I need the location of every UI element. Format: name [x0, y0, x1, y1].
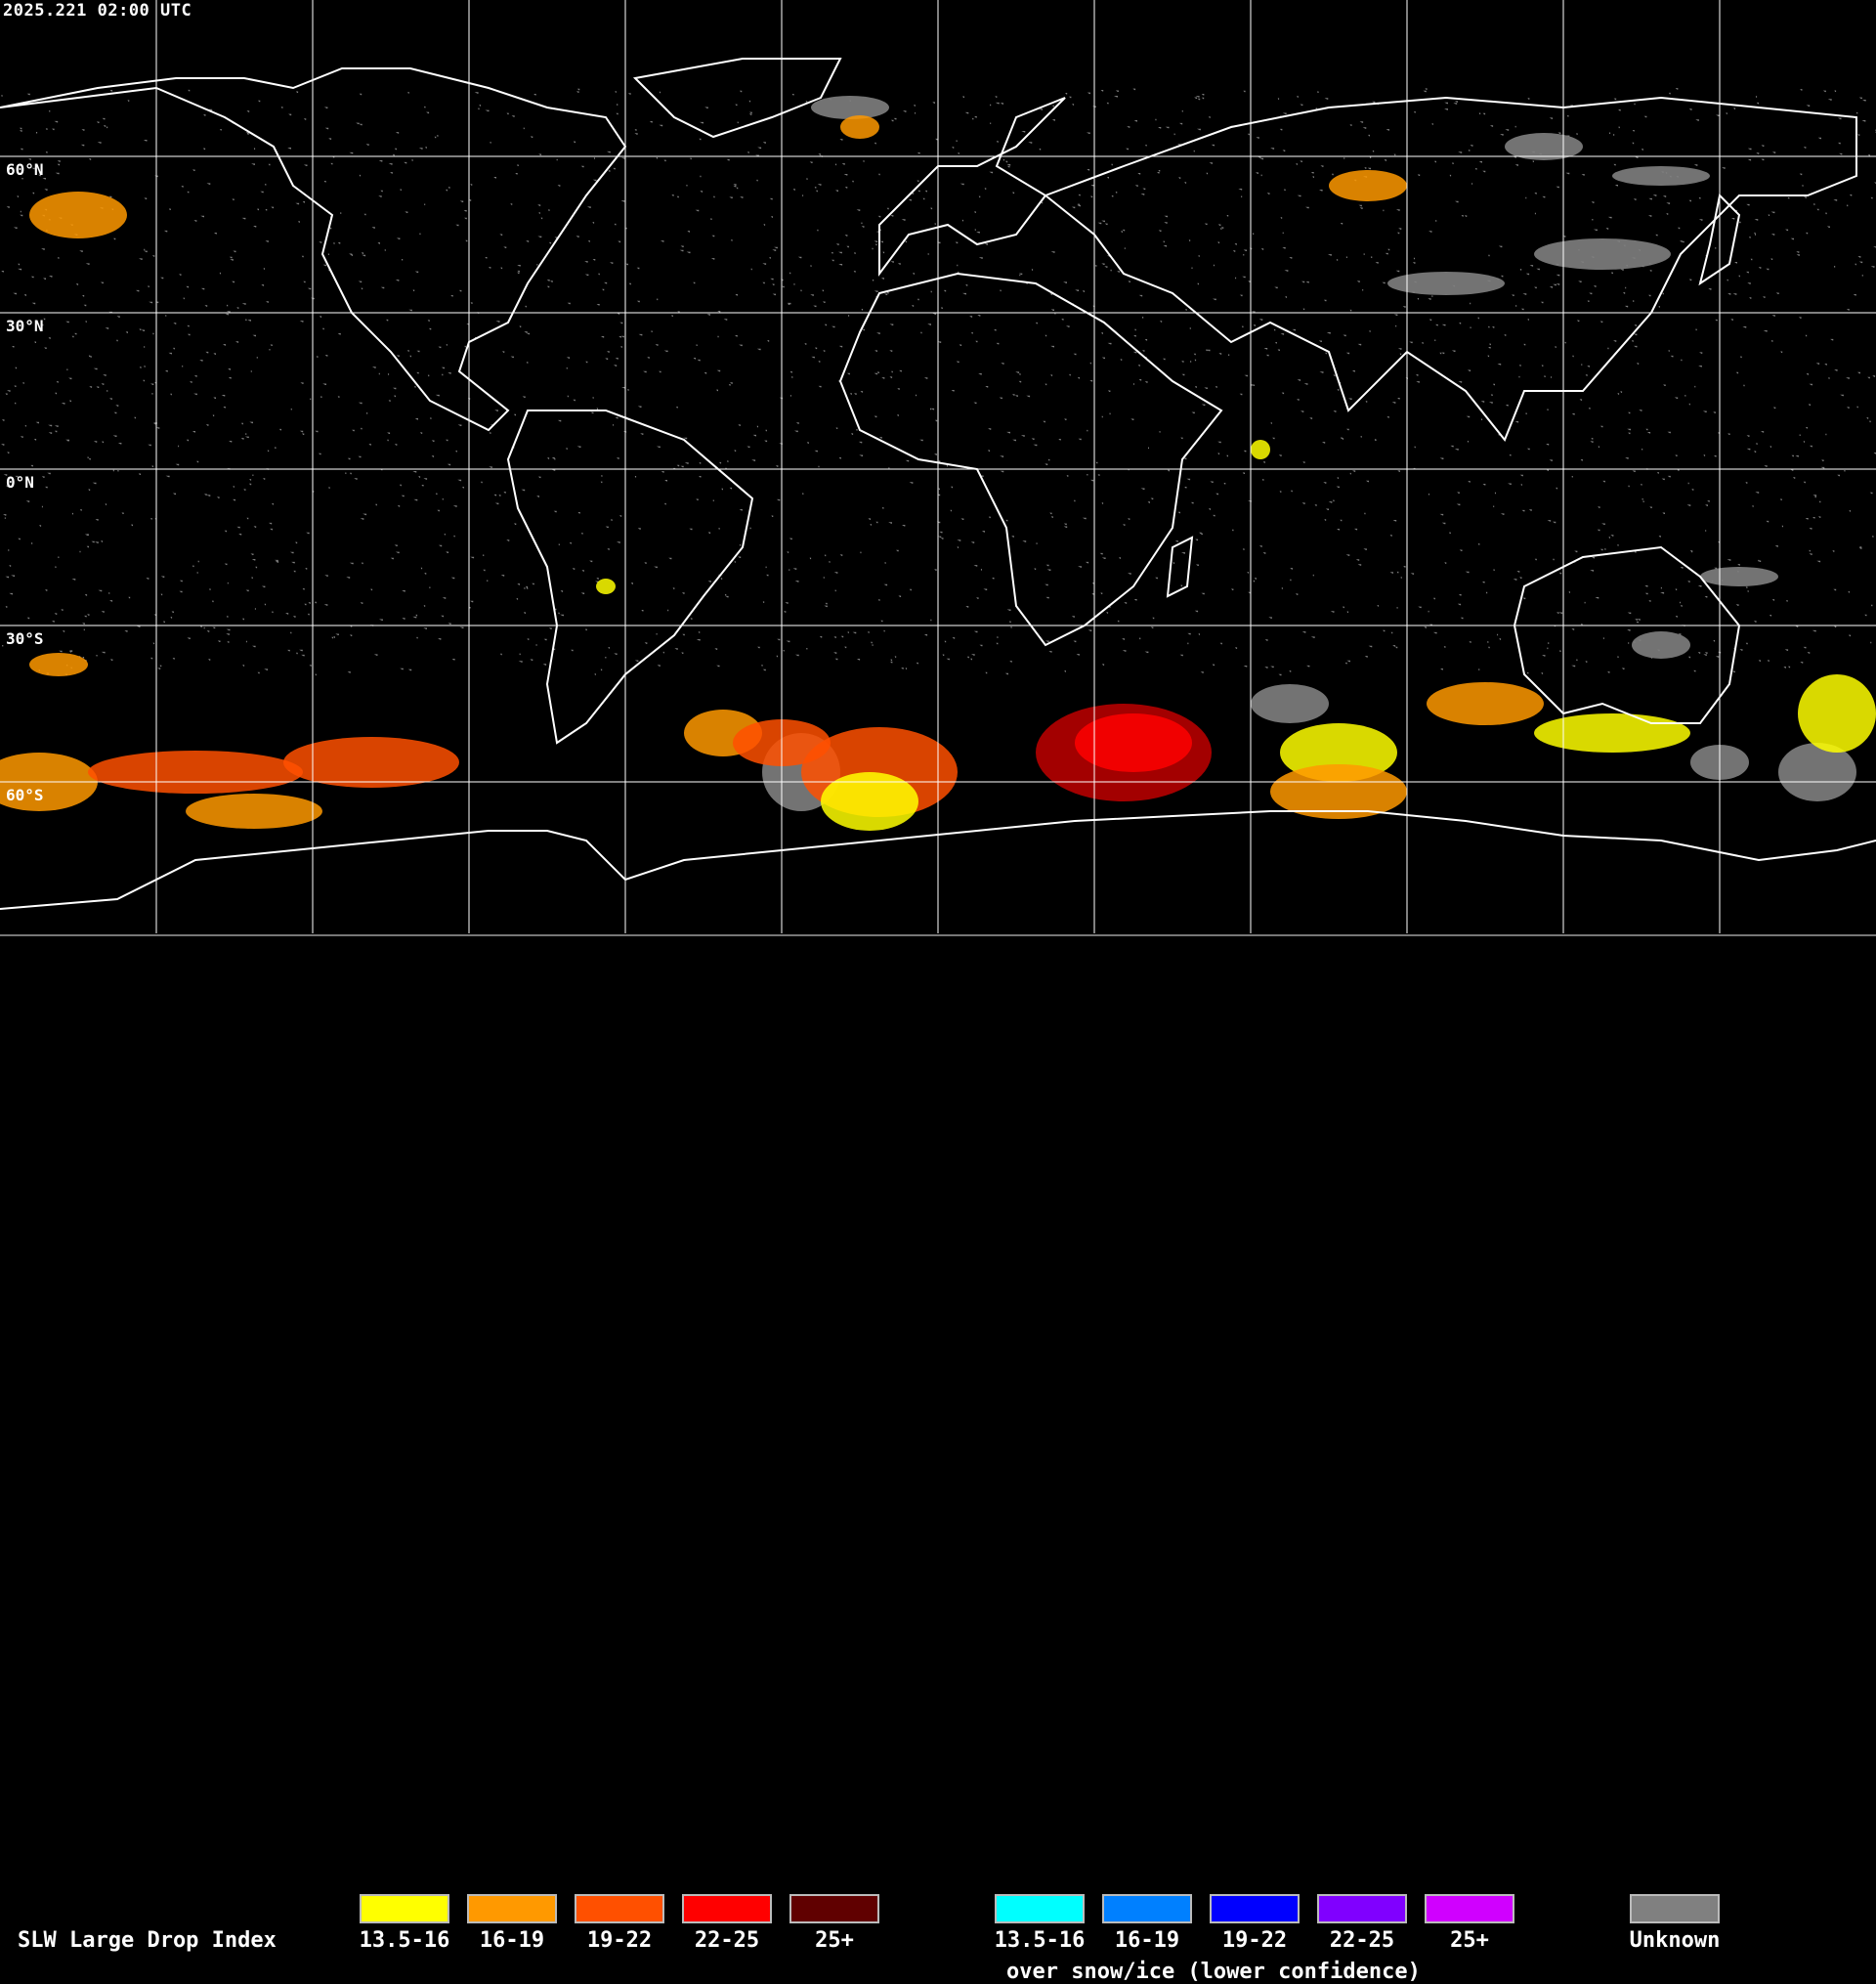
- slw-region: [283, 737, 459, 788]
- unknown-patch: [1612, 166, 1710, 186]
- slw-region: [186, 794, 322, 829]
- coastline: [1044, 96, 1857, 442]
- legend-title: SLW Large Drop Index: [18, 1928, 277, 1953]
- slw-region: [29, 192, 127, 238]
- coastline: [878, 97, 1066, 277]
- unknown-patch: [1534, 238, 1671, 270]
- lat-label-0n: 0°N: [6, 473, 34, 492]
- slw-region: [596, 579, 616, 594]
- slw-region: [821, 772, 918, 831]
- slw-region: [1534, 713, 1690, 753]
- swatch-snow-25plus: [1425, 1894, 1514, 1923]
- swatch-liquid-25plus: [789, 1894, 879, 1923]
- slw-region: [88, 751, 303, 794]
- coastline: [1698, 193, 1741, 286]
- coastline: [1166, 536, 1194, 598]
- timestamp-label: 2025.221 02:00 UTC: [3, 1, 192, 21]
- swatch-snow-13-16: [995, 1894, 1085, 1923]
- swatch-snow-19-22: [1210, 1894, 1300, 1923]
- swatch-liquid-22-25: [682, 1894, 772, 1923]
- thin-cloud-speckle: [1, 88, 1876, 676]
- lat-label-30n: 30°N: [6, 317, 44, 335]
- unknown-patch: [1778, 743, 1856, 801]
- slw-map: 2025.221 02:00 UTC 60°N 30°N 0°N 30°S 60…: [0, 0, 1876, 938]
- slw-region: [1270, 764, 1407, 819]
- slw-region: [1329, 170, 1407, 201]
- slw-region: [29, 653, 88, 676]
- label-unknown: Unknown: [1629, 1928, 1721, 1953]
- lat-label-60n: 60°N: [6, 160, 44, 179]
- unknown-patch: [1632, 631, 1690, 659]
- label-snow-25plus: 25+: [1450, 1928, 1489, 1953]
- coastline: [1513, 545, 1741, 724]
- coastline: [0, 67, 627, 432]
- unknown-patch: [811, 96, 889, 119]
- label-liquid-25plus: 25+: [815, 1928, 854, 1953]
- swatch-liquid-16-19: [467, 1894, 557, 1923]
- coastline: [632, 58, 842, 139]
- slw-region: [1075, 713, 1192, 772]
- swatch-unknown: [1630, 1894, 1720, 1923]
- swatch-snow-16-19: [1102, 1894, 1192, 1923]
- unknown-patch: [1700, 567, 1778, 586]
- swatch-liquid-13-16: [360, 1894, 449, 1923]
- map-canvas: [0, 0, 1876, 936]
- slw-region: [1798, 674, 1876, 753]
- unknown-patch: [1387, 272, 1505, 295]
- swatch-liquid-19-22: [575, 1894, 664, 1923]
- coastline: [0, 810, 1876, 910]
- lat-label-60s: 60°S: [6, 786, 44, 804]
- coastline: [506, 410, 754, 745]
- slw-region: [1251, 440, 1270, 459]
- swatch-snow-22-25: [1317, 1894, 1407, 1923]
- legend: SLW Large Drop Index 13.5-16 16-19 19-22…: [0, 938, 1876, 1984]
- slw-region: [1427, 682, 1544, 725]
- slw-region: [840, 115, 879, 139]
- lat-label-30s: 30°S: [6, 629, 44, 648]
- unknown-patch: [1251, 684, 1329, 723]
- coastline: [838, 272, 1223, 647]
- snow-ice-note: over snow/ice (lower confidence): [1006, 1960, 1421, 1984]
